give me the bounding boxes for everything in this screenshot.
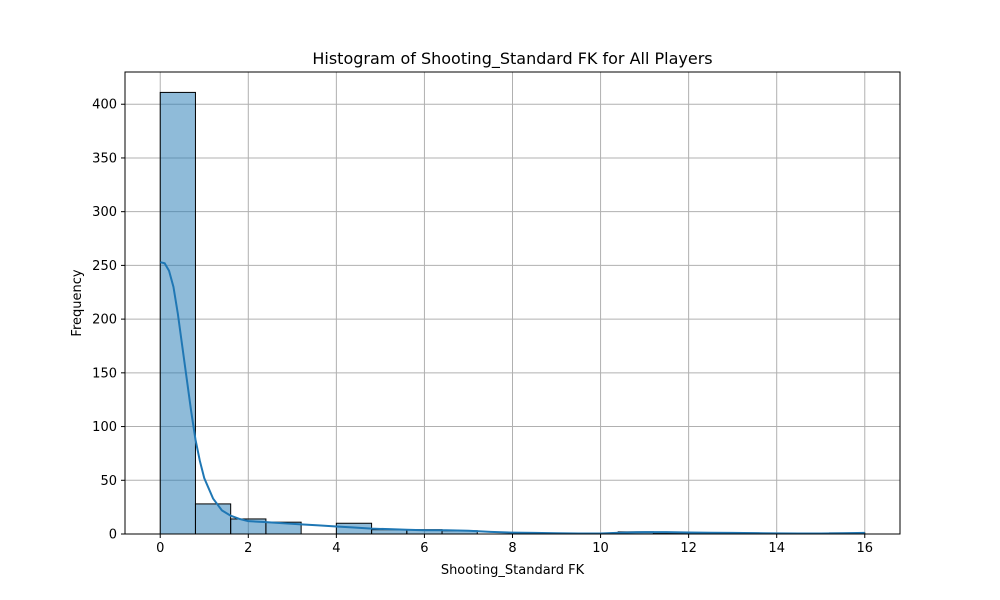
x-axis-label: Shooting_Standard FK [441,563,585,578]
x-tick-label: 4 [332,541,340,556]
y-tick-label: 400 [92,98,117,113]
y-axis-label: Frequency [70,269,85,336]
y-tick-label: 250 [92,259,117,274]
y-tick-label: 150 [92,366,117,381]
x-tick-label: 8 [508,541,516,556]
x-tick-label: 6 [420,541,428,556]
y-axis: 0 50 100 150 200 250 300 350 400 [92,98,125,543]
y-tick-label: 0 [109,528,117,543]
grid-layer [125,72,900,535]
y-tick-label: 100 [92,420,117,435]
y-tick-label: 300 [92,205,117,220]
x-tick-label: 2 [244,541,252,556]
y-tick-label: 200 [92,313,117,328]
kde-layer [159,261,865,535]
x-tick-label: 12 [680,541,697,556]
x-axis: 0 2 4 6 8 10 12 14 16 [156,534,873,556]
chart-title: Histogram of Shooting_Standard FK for Al… [312,49,712,69]
x-tick-label: 16 [856,541,873,556]
kde-curve [159,261,865,535]
y-tick-label: 350 [92,151,117,166]
x-tick-label: 10 [592,541,609,556]
x-tick-label: 0 [156,541,164,556]
x-tick-label: 14 [768,541,785,556]
histogram-bar [194,503,232,535]
y-tick-label: 50 [100,474,117,489]
